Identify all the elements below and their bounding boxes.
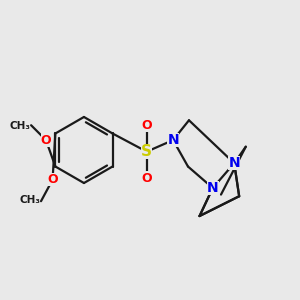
Text: N: N — [228, 156, 240, 170]
Text: N: N — [167, 133, 179, 147]
Text: CH₃: CH₃ — [9, 121, 30, 131]
Text: O: O — [47, 173, 58, 186]
Text: O: O — [41, 134, 51, 147]
Text: O: O — [141, 119, 152, 132]
Text: CH₃: CH₃ — [19, 195, 40, 205]
Text: N: N — [207, 181, 219, 195]
Text: O: O — [141, 172, 152, 184]
Text: S: S — [141, 144, 152, 159]
